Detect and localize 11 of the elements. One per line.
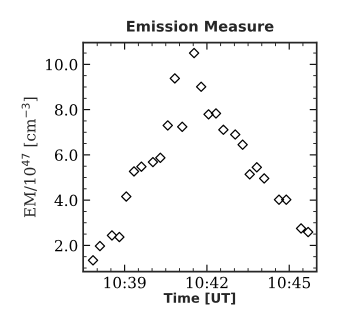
y-tick-label: 10.0 (46, 58, 78, 70)
y-tick-label: 2.0 (55, 240, 78, 252)
x-tick-label: 10:45 (269, 276, 310, 288)
chart-title: Emission Measure (127, 20, 274, 32)
x-tick-label: 10:39 (104, 276, 146, 288)
y-tick-label: 8.0 (55, 104, 78, 116)
x-tick-label: 10:42 (186, 276, 228, 288)
y-tick-label: 4.0 (54, 194, 78, 206)
y-axis-title: EM/10$^{47}$ [cm$^{−3}$] (22, 98, 38, 218)
y-tick-label: 6.0 (55, 149, 78, 161)
x-axis-title: Time [UT] (164, 292, 236, 304)
